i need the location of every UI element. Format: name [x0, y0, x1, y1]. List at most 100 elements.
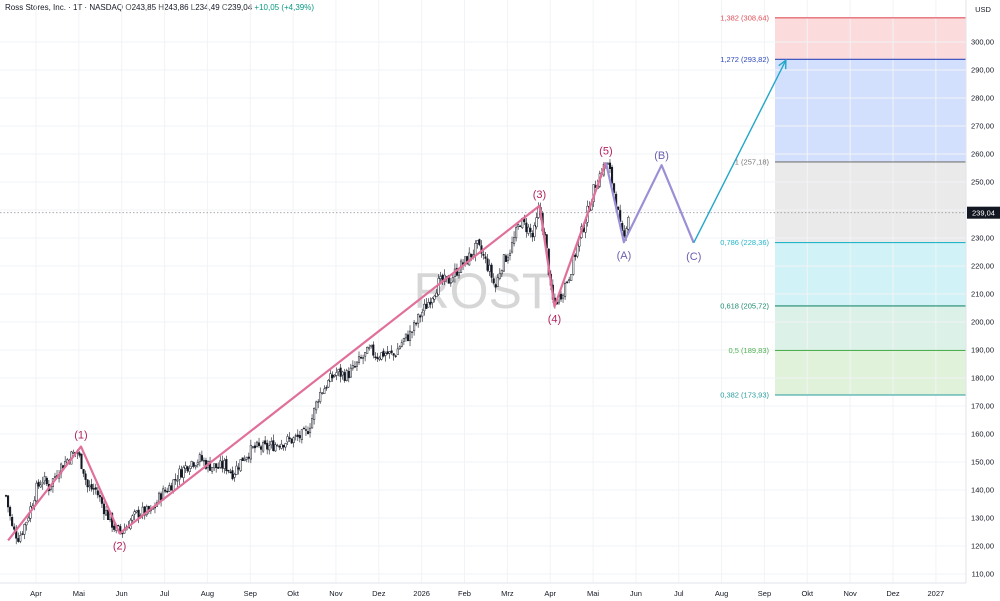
candle-body — [519, 225, 522, 228]
candle-body — [137, 509, 140, 518]
candle-body — [113, 525, 116, 530]
candle-body — [366, 346, 369, 354]
candle-body — [225, 459, 228, 472]
y-tick-label: 130,00 — [971, 514, 994, 523]
y-tick-label: 110,00 — [972, 570, 994, 579]
candle-body — [313, 407, 316, 420]
y-tick-label: 190,00 — [971, 346, 994, 355]
candle-body — [525, 222, 528, 233]
y-tick-label: 220,00 — [971, 262, 994, 271]
y-tick-label: 140,00 — [971, 486, 994, 495]
candle-body — [504, 255, 507, 262]
candle-body — [610, 166, 614, 184]
candle-body — [323, 388, 326, 394]
candle-body — [341, 371, 344, 376]
candle-body — [382, 350, 385, 357]
candle-body — [233, 473, 236, 478]
candle-body — [388, 351, 391, 354]
candle-body — [319, 392, 322, 402]
candle-body — [315, 401, 318, 411]
candle-body — [345, 370, 348, 381]
candle-body — [196, 462, 199, 465]
candle-body — [13, 526, 16, 530]
y-tick-label: 270,00 — [971, 122, 994, 131]
candle-body — [282, 445, 285, 448]
x-tick-label: Jul — [160, 589, 170, 598]
wave-label: (3) — [533, 189, 546, 201]
candle-body — [374, 356, 377, 358]
candle-body — [19, 535, 22, 542]
abc-label: (A) — [617, 250, 632, 262]
candle-body — [90, 484, 93, 490]
candle-body — [223, 460, 226, 469]
projection-arrow-line — [693, 59, 787, 244]
open-value: 243,85 — [131, 3, 157, 12]
price-axis[interactable] — [966, 0, 1000, 601]
y-tick-label: 260,00 — [971, 150, 994, 159]
candle-body — [570, 274, 573, 281]
wave-label: (2) — [113, 540, 126, 552]
candle-body — [370, 344, 373, 347]
y-tick-label: 200,00 — [971, 318, 994, 327]
candle-body — [247, 456, 250, 459]
candle-body — [506, 256, 510, 261]
candle-body — [211, 467, 214, 472]
time-axis[interactable] — [0, 583, 1000, 601]
high-value: 243,86 — [164, 3, 189, 12]
fib-zone — [775, 59, 966, 162]
candle-body — [11, 516, 14, 526]
fib-level-label: 0,786 (228,36) — [720, 238, 769, 247]
candle-body — [262, 442, 265, 452]
close-label: C — [221, 3, 228, 12]
candle-body — [380, 352, 383, 360]
candle-body — [359, 357, 363, 359]
x-tick-label: Feb — [458, 589, 471, 598]
candle-body — [288, 437, 291, 439]
candle-body — [529, 227, 532, 233]
x-tick-label: 2027 — [928, 589, 945, 598]
candle-body — [239, 459, 242, 472]
candle-body — [564, 283, 567, 297]
candle-body — [437, 278, 440, 295]
candle-body — [168, 485, 171, 492]
close-value: 239,04 — [227, 3, 253, 12]
candle-body — [513, 237, 516, 244]
x-tick-label: Mrz — [501, 589, 514, 598]
candle-body — [133, 511, 136, 515]
y-tick-label: 170,00 — [971, 402, 994, 411]
candle-body — [574, 254, 577, 257]
candle-body — [419, 315, 422, 318]
candle-body — [117, 524, 120, 527]
fib-level-label: 0,5 (189,83) — [729, 346, 770, 355]
low-label: L — [190, 3, 196, 12]
candle-body — [492, 278, 495, 284]
y-tick-label: 120,00 — [971, 542, 994, 551]
candle-body — [92, 488, 95, 490]
candle-body — [229, 471, 232, 473]
candle-body — [37, 481, 40, 487]
y-tick-label: 290,00 — [971, 66, 994, 75]
candle-body — [333, 374, 336, 377]
candle-body — [284, 443, 287, 448]
candle-body — [417, 313, 420, 324]
candle-body — [88, 485, 91, 488]
candle-body — [425, 303, 428, 309]
candle-body — [292, 437, 295, 443]
candle-body — [100, 496, 103, 504]
candle-body — [510, 242, 514, 253]
x-tick-label: Sep — [758, 589, 771, 598]
candle-body — [121, 532, 124, 535]
candle-body — [406, 334, 410, 341]
y-tick-label: 230,00 — [971, 234, 994, 243]
candle-body — [106, 509, 110, 520]
candle-body — [490, 264, 493, 278]
candle-body — [260, 446, 263, 450]
y-tick-label: 180,00 — [971, 374, 994, 383]
candle-body — [339, 367, 342, 377]
candle-body — [311, 418, 314, 429]
fib-zone — [775, 161, 966, 243]
candle-body — [472, 254, 475, 257]
x-tick-label: Aug — [715, 589, 728, 598]
candle-body — [143, 506, 146, 516]
